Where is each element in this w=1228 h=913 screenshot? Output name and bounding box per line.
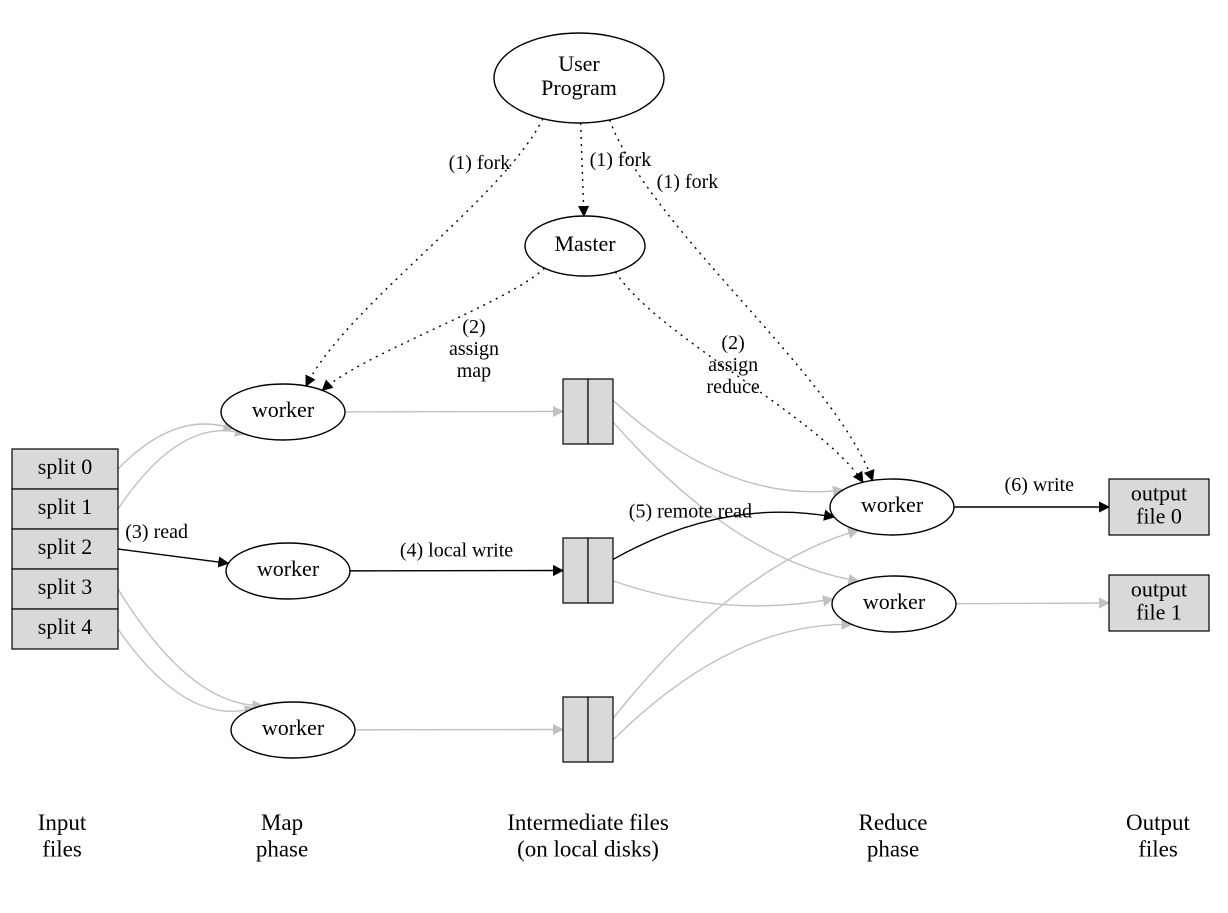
edge-split_2-map_worker_2 bbox=[118, 549, 228, 563]
split_4: split 4 bbox=[12, 609, 118, 649]
edge-reduce_worker_2-output_1 bbox=[956, 603, 1109, 604]
output_0: outputfile 0 bbox=[1109, 479, 1209, 535]
inter_2 bbox=[563, 538, 613, 603]
edge-split_1-map_worker_1 bbox=[118, 431, 245, 509]
edge-inter_1-reduce_worker_1 bbox=[613, 400, 843, 491]
map_worker_2-label: worker bbox=[257, 556, 320, 581]
edge-inter_2-reduce_worker_2 bbox=[613, 581, 833, 606]
edge-inter_3-reduce_worker_2 bbox=[613, 624, 852, 739]
inter_1 bbox=[563, 379, 613, 444]
edge-label-11: (4) local write bbox=[400, 540, 513, 562]
split_0-label: split 0 bbox=[38, 454, 92, 479]
edge-master-map_worker_1 bbox=[322, 268, 544, 390]
edge-label-4: (2)assignreduce bbox=[706, 332, 759, 398]
edge-label-2: (1) fork bbox=[657, 171, 719, 193]
nodes: UserProgram Master worker worker worker worke… bbox=[12, 33, 1209, 762]
master: Master bbox=[525, 216, 645, 276]
caption-3: Reducephase bbox=[859, 810, 928, 861]
inter_3 bbox=[563, 697, 613, 762]
split_1-label: split 1 bbox=[38, 494, 92, 519]
edge-label-1: (1) fork bbox=[449, 152, 511, 174]
split_3: split 3 bbox=[12, 569, 118, 609]
edge-label-0: (1) fork bbox=[590, 149, 652, 171]
map_worker_2: worker bbox=[226, 543, 350, 599]
user_program: UserProgram bbox=[494, 33, 664, 123]
reduce_worker_1-label: worker bbox=[861, 492, 924, 517]
split_4-label: split 4 bbox=[38, 614, 92, 639]
edge-user_program-master bbox=[581, 123, 584, 216]
output_0-label: outputfile 0 bbox=[1131, 480, 1187, 528]
edge-split_3-map_worker_3 bbox=[118, 589, 263, 706]
caption-4: Outputfiles bbox=[1126, 810, 1191, 861]
edge-label-3: (2)assignmap bbox=[449, 316, 499, 382]
split_2: split 2 bbox=[12, 529, 118, 569]
split_2-label: split 2 bbox=[38, 534, 92, 559]
reduce_worker_2: worker bbox=[832, 576, 956, 632]
edge-split_4-map_worker_3 bbox=[118, 629, 255, 711]
black-edges bbox=[118, 119, 1109, 571]
edge-label-15: (5) remote read bbox=[629, 500, 752, 522]
output_1: outputfile 1 bbox=[1109, 575, 1209, 631]
output_1-label: outputfile 1 bbox=[1131, 576, 1187, 624]
reduce_worker_2-label: worker bbox=[863, 589, 926, 614]
reduce_worker_1: worker bbox=[830, 479, 954, 535]
map_worker_1-label: worker bbox=[252, 397, 315, 422]
caption-1: Mapphase bbox=[256, 810, 308, 861]
split_0: split 0 bbox=[12, 449, 118, 489]
map_worker_3: worker bbox=[231, 702, 355, 758]
map_worker_3-label: worker bbox=[262, 715, 325, 740]
split_1: split 1 bbox=[12, 489, 118, 529]
split_3-label: split 3 bbox=[38, 574, 92, 599]
captions: Inputfiles Mapphase Intermediate files(on … bbox=[38, 810, 1191, 861]
edge-inter_3-reduce_worker_1 bbox=[613, 530, 858, 718]
caption-2: Intermediate files(on local disks) bbox=[507, 810, 669, 861]
caption-0: Inputfiles bbox=[38, 810, 87, 861]
edge-label-7: (3) read bbox=[125, 521, 188, 543]
edge-label-19: (6) write bbox=[1005, 474, 1075, 496]
edge-user_program-reduce_worker_1 bbox=[610, 120, 873, 480]
master-label: Master bbox=[554, 231, 616, 256]
map_worker_1: worker bbox=[221, 384, 345, 440]
